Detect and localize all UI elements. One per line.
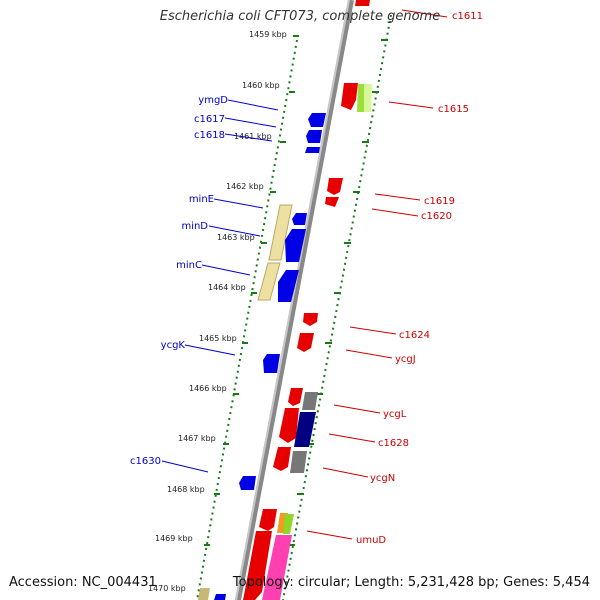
pale-feature-bar — [268, 204, 293, 261]
gene-label-c1620: c1620 — [421, 211, 452, 222]
kbp-label: 1463 kbp — [217, 233, 255, 242]
gene-arrow-c1611 — [355, 0, 370, 6]
gene-arrow-c1618 — [305, 147, 320, 153]
gene-label-ycgK: ycgK — [161, 340, 186, 351]
kbp-label: 1461 kbp — [234, 132, 272, 141]
gene-arrow-c1617 — [306, 130, 322, 143]
gene-label-minD: minD — [181, 221, 208, 232]
topology-text: Topology: circular; Length: 5,231,428 bp… — [232, 575, 590, 590]
reverse-genes — [214, 113, 326, 600]
gene-label-c1615: c1615 — [438, 104, 469, 115]
feature-bar-navy — [294, 412, 316, 447]
kbp-label: 1460 kbp — [242, 81, 280, 90]
feature-bar-gray — [290, 451, 307, 473]
gene-label-c1630: c1630 — [130, 456, 161, 467]
gene-label-minE: minE — [189, 194, 214, 205]
feature-bar-lightgreen — [364, 84, 372, 112]
kbp-label: 1462 kbp — [226, 182, 264, 191]
gene-arrow-c1628 — [279, 408, 299, 443]
gene-arrow-c1630 — [239, 476, 256, 490]
feature-bar-gray — [302, 392, 318, 410]
gene-label-c1611: c1611 — [452, 11, 483, 22]
gene-arrow-c1619 — [327, 178, 343, 195]
gene-label-c1619: c1619 — [424, 196, 455, 207]
gene-label-c1618: c1618 — [194, 130, 225, 141]
gene-arrow-minE — [292, 213, 307, 225]
gene-arrow-ycgJ — [297, 333, 314, 352]
gene-label-ycgN: ycgN — [370, 473, 395, 484]
forward-genes — [243, 0, 370, 600]
accession-text: Accession: NC_004431 — [9, 575, 157, 590]
gene-label-c1628: c1628 — [378, 438, 409, 449]
gene-arrow-ycgK — [263, 354, 280, 373]
gene-label-minC: minC — [176, 260, 202, 271]
gene-arrow-c1624 — [303, 313, 318, 326]
kbp-label: 1467 kbp — [178, 434, 216, 443]
kbp-label: 1469 kbp — [155, 534, 193, 543]
pale-feature-bar — [198, 588, 210, 600]
kbp-label: 1466 kbp — [189, 384, 227, 393]
gene-arrow-ymgD — [308, 113, 326, 127]
gene-arrow-umuD — [259, 509, 277, 531]
tick-marks — [204, 35, 388, 546]
reverse-strand-guide — [196, 39, 298, 600]
pale-feature-bar — [257, 262, 281, 301]
kbp-label: 1459 kbp — [249, 30, 287, 39]
gene-label-ymgD: ymgD — [198, 95, 228, 106]
gene-label-ycgJ: ycgJ — [395, 354, 416, 365]
forward-label-lines — [306, 9, 448, 540]
forward-strand-guide — [282, 14, 392, 600]
gene-arrow-partial — [214, 594, 226, 600]
gene-arrow-ycgL — [288, 388, 303, 406]
genome-backbone-highlight — [235, 0, 350, 600]
gene-arrow-c1615 — [341, 83, 358, 110]
gene-label-ycgL: ycgL — [383, 409, 407, 420]
kbp-label: 1470 kbp — [148, 584, 186, 593]
feature-bar-green — [283, 514, 294, 534]
gene-arrow-minC — [278, 270, 299, 302]
gene-arrow-minD — [285, 229, 306, 262]
kbp-label: 1468 kbp — [167, 485, 205, 494]
genome-backbone — [235, 0, 354, 600]
kbp-label: 1465 kbp — [199, 334, 237, 343]
reverse-label-lines — [161, 99, 279, 473]
genome-title: Escherichia coli CFT073, complete genome — [159, 9, 441, 24]
gene-label-umuD: umuD — [356, 535, 386, 546]
gene-label-c1624: c1624 — [399, 330, 430, 341]
feature-bar-magenta — [262, 535, 292, 600]
kbp-label: 1464 kbp — [208, 283, 246, 292]
gene-arrow-partial — [243, 531, 272, 600]
gene-arrow-ycgN — [273, 447, 291, 471]
gene-label-c1617: c1617 — [194, 114, 225, 125]
gene-arrow-c1620 — [325, 197, 339, 207]
